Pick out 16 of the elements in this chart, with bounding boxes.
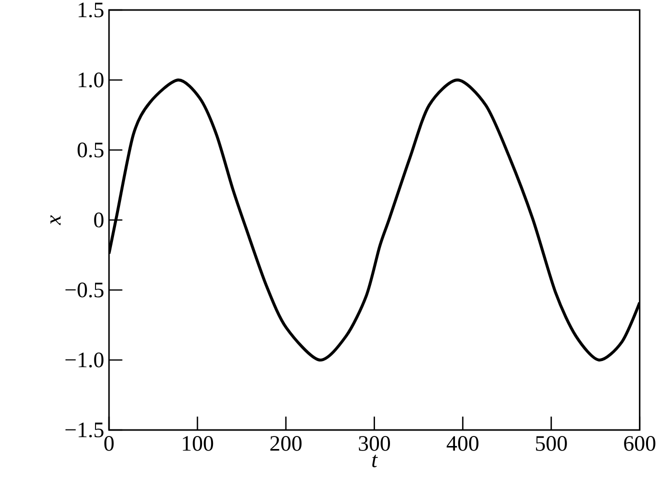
x-tick-label: 0 xyxy=(104,436,114,451)
y-tick-label: −1.0 xyxy=(65,352,104,368)
x-tick-label: 500 xyxy=(536,436,567,451)
x-tick-label: 200 xyxy=(270,436,302,451)
y-tick-label: 1.5 xyxy=(78,2,104,18)
y-axis-title: x xyxy=(50,215,61,226)
x-tick-label: 100 xyxy=(182,436,214,451)
y-tick-label: 0 xyxy=(94,212,104,228)
x-tick-label: 300 xyxy=(358,436,390,451)
y-tick-label: 0.5 xyxy=(78,142,104,158)
y-tick-label: −0.5 xyxy=(65,282,104,298)
x-tick-label: 400 xyxy=(446,436,478,451)
x-tick-label: 600 xyxy=(624,436,656,451)
x-axis-title: t xyxy=(372,454,378,468)
y-tick-label: −1.5 xyxy=(65,422,104,438)
y-tick-label: 1.0 xyxy=(78,72,104,88)
